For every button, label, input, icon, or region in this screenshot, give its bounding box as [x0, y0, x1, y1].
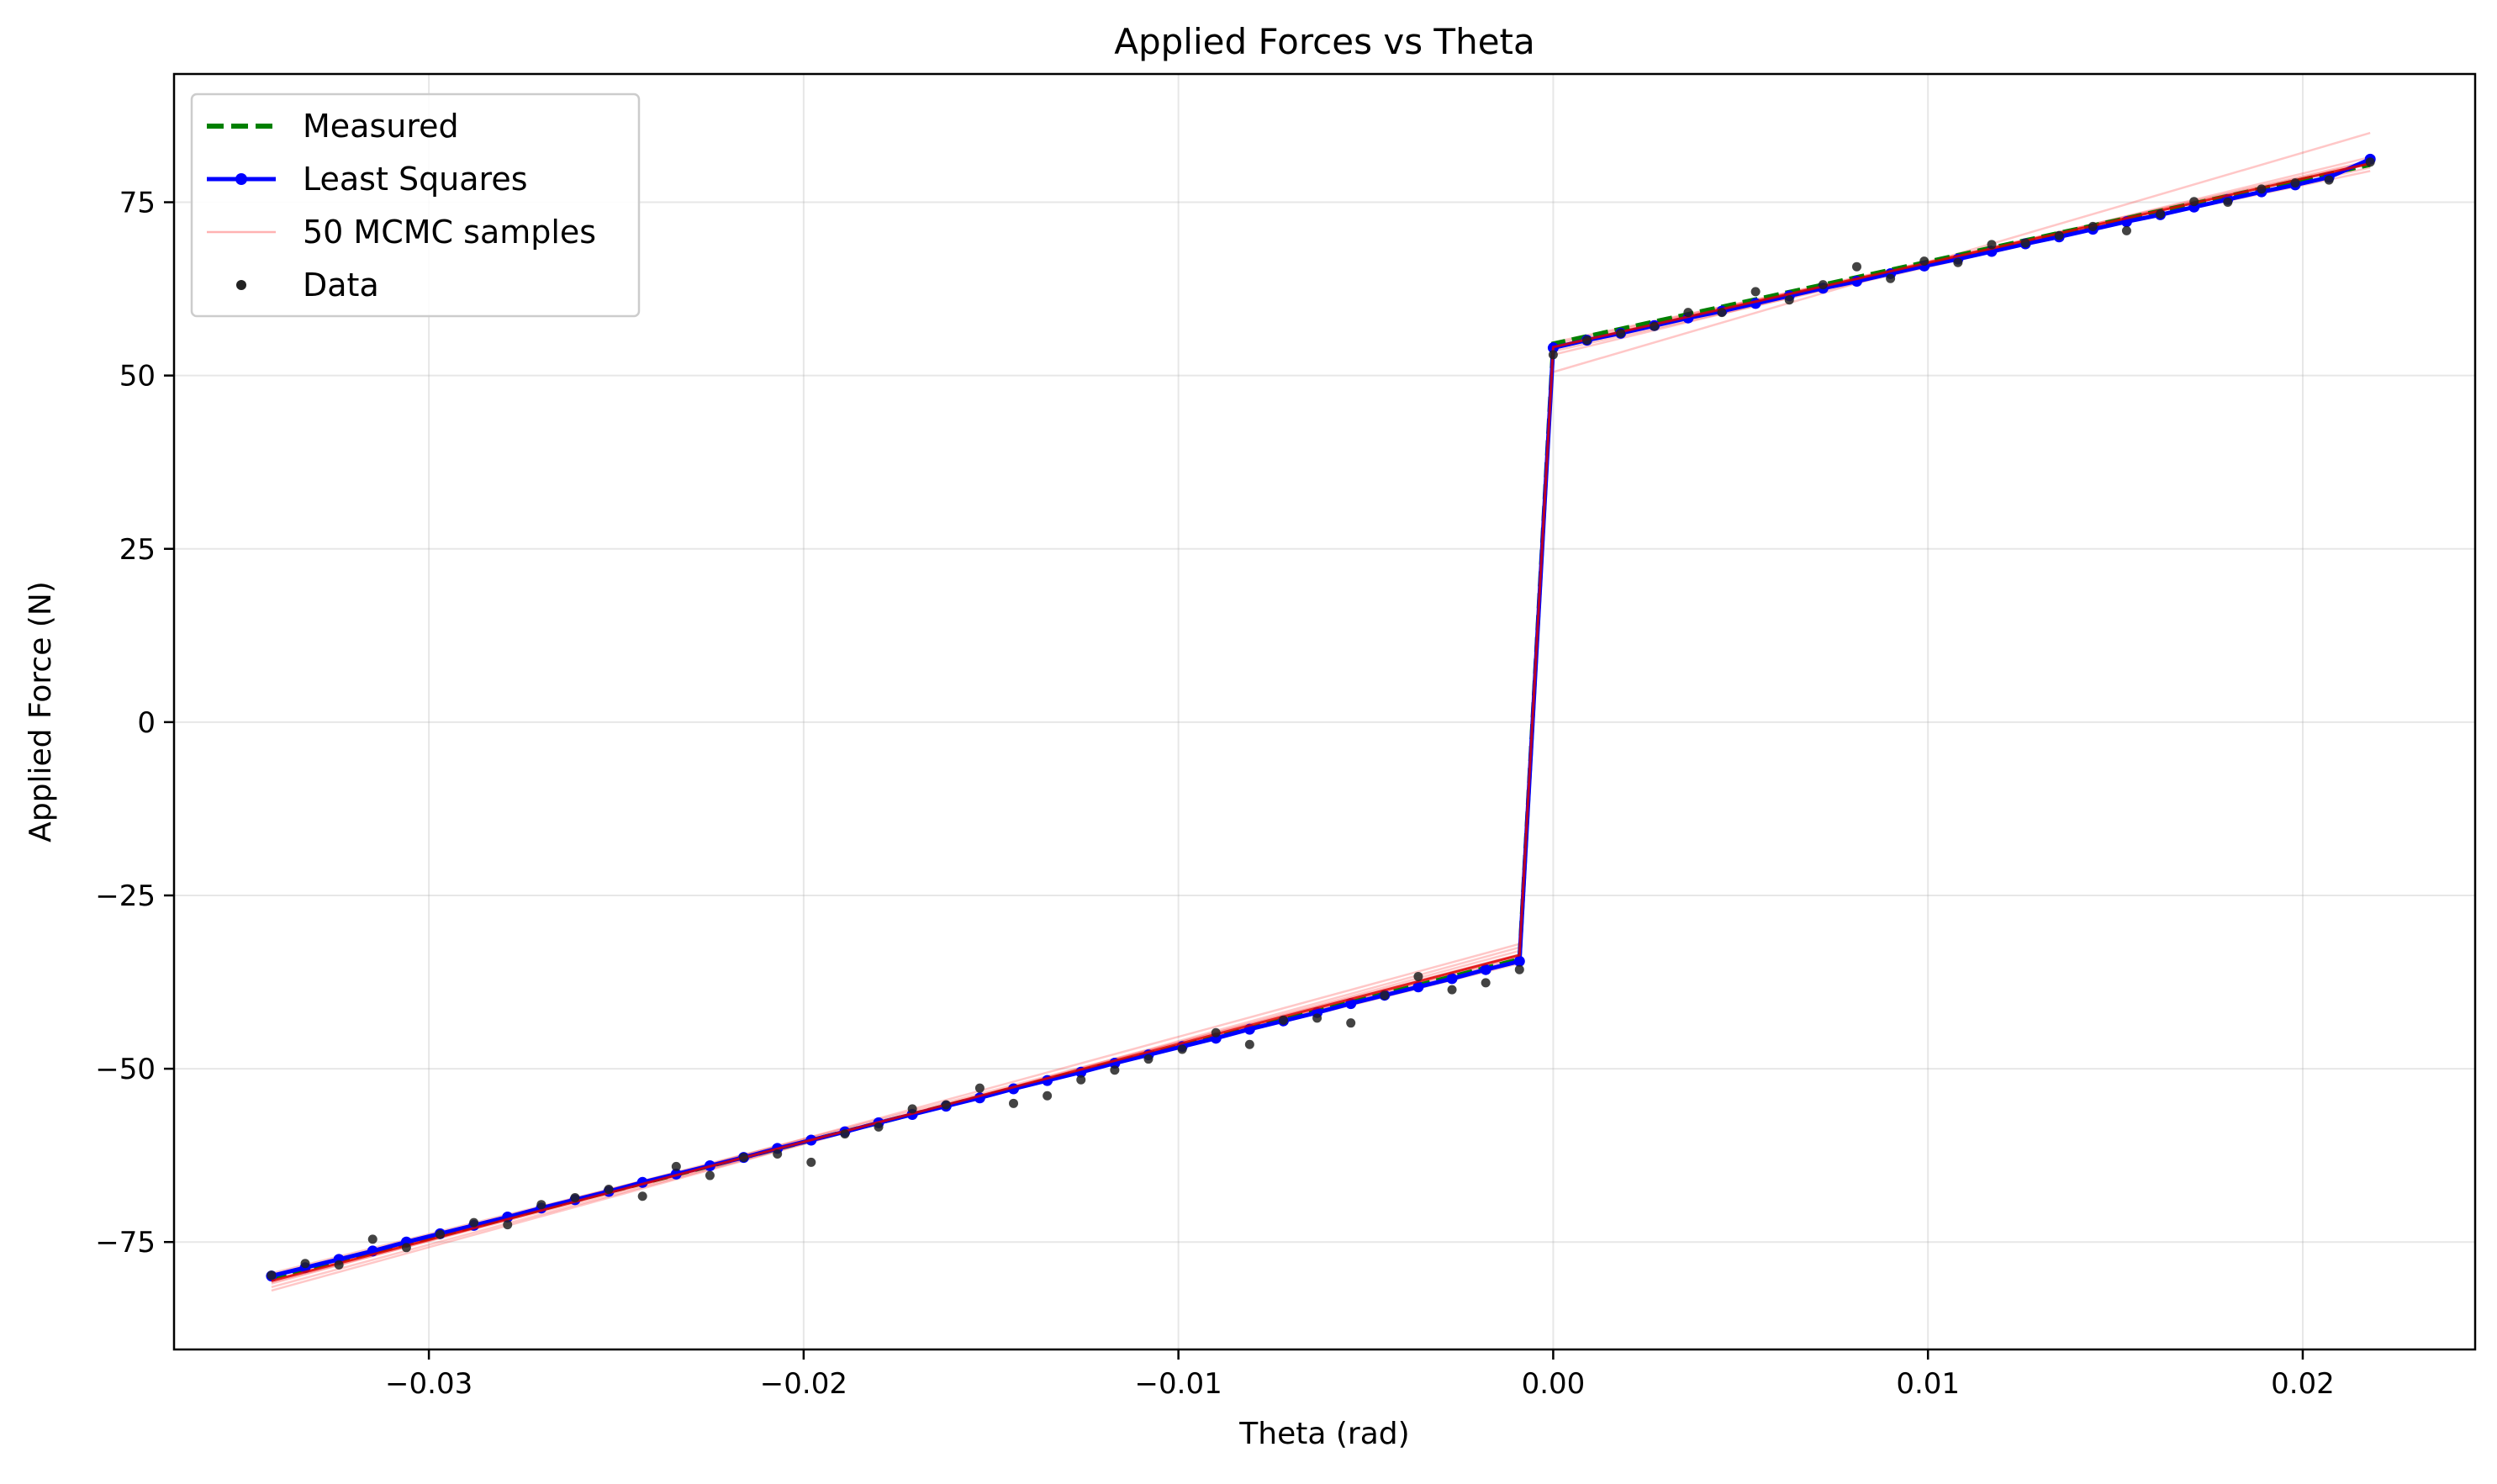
- data-point: [1278, 1015, 1288, 1025]
- data-point: [1009, 1098, 1019, 1108]
- data-point: [1312, 1013, 1322, 1023]
- data-point: [1514, 964, 1524, 974]
- least-squares-point: [1513, 955, 1525, 967]
- data-point: [604, 1185, 614, 1195]
- data-point: [1750, 287, 1761, 297]
- legend-box: [190, 92, 641, 318]
- data-point: [2054, 230, 2064, 240]
- data-point: [267, 1270, 277, 1281]
- chart-title: Applied Forces vs Theta: [1114, 21, 1535, 62]
- x-tick-label: −0.01: [1135, 1367, 1222, 1401]
- x-axis-label: Theta (rad): [1238, 1417, 1409, 1451]
- data-point: [1211, 1027, 1221, 1038]
- y-tick-label: 25: [119, 533, 156, 567]
- data-point: [435, 1229, 445, 1239]
- data-point: [570, 1192, 580, 1202]
- data-point: [1143, 1054, 1153, 1064]
- data-point: [1346, 1018, 1356, 1028]
- data-point: [671, 1161, 681, 1171]
- data-point: [941, 1100, 951, 1110]
- data-point: [1481, 978, 1491, 988]
- data-point: [401, 1243, 411, 1253]
- data-point: [874, 1122, 884, 1132]
- data-point: [1683, 308, 1693, 318]
- axis-ticks: −0.03 −0.02 −0.01 0.00 0.01 0.02 −75 −50 −25 0 25 5…: [95, 187, 2335, 1401]
- data-point: [705, 1170, 715, 1180]
- data-point: [1987, 240, 1997, 250]
- data-point: [1851, 261, 1861, 272]
- legend-least-squares-marker: [235, 173, 247, 185]
- x-tick-label: 0.01: [1896, 1367, 1960, 1401]
- data-point: [1650, 321, 1660, 331]
- plot-data: [266, 131, 2376, 1292]
- data-point: [637, 1191, 647, 1201]
- data-point: [1177, 1044, 1187, 1054]
- data-point: [2156, 209, 2166, 219]
- legend-mcmc-label: 50 MCMC samples: [303, 214, 596, 251]
- y-tick-label: 50: [119, 360, 156, 393]
- data-point: [2020, 238, 2030, 248]
- data-point: [1616, 328, 1626, 338]
- mcmc-sample-line: [271, 161, 2371, 1282]
- y-tick-label: −75: [95, 1226, 156, 1260]
- data-point: [1548, 350, 1558, 360]
- least-squares-point: [1412, 981, 1424, 993]
- y-tick-label: 0: [137, 706, 156, 740]
- y-tick-label: −50: [95, 1053, 156, 1086]
- data-point: [1818, 280, 1828, 290]
- data-point: [1886, 273, 1896, 283]
- data-point: [1110, 1065, 1120, 1075]
- data-point: [1919, 256, 1930, 267]
- data-point: [2324, 175, 2334, 185]
- data-point: [503, 1220, 513, 1230]
- data-point: [2088, 221, 2098, 231]
- y-tick-label: 75: [119, 187, 156, 220]
- data-point: [1953, 257, 1963, 267]
- legend-least-squares-label: Least Squares: [303, 161, 528, 198]
- data-point: [2189, 197, 2199, 207]
- legend-data-label: Data: [303, 267, 379, 304]
- data-point: [1244, 1039, 1254, 1049]
- x-tick-label: −0.03: [385, 1367, 472, 1401]
- least-squares-point: [1446, 973, 1458, 985]
- x-tick-label: 0.02: [2271, 1367, 2335, 1401]
- data-point: [1582, 335, 1592, 346]
- data-point: [840, 1129, 850, 1139]
- y-axis-label: Applied Force (N): [24, 581, 58, 842]
- data-point: [300, 1259, 310, 1269]
- data-point: [536, 1200, 546, 1210]
- data-point: [907, 1104, 917, 1114]
- legend-measured-label: Measured: [303, 108, 459, 145]
- data-point: [1043, 1091, 1053, 1101]
- data-point: [2290, 177, 2300, 187]
- legend-data-marker: [236, 280, 246, 290]
- data-point: [2223, 198, 2233, 208]
- plot-frame: [172, 72, 2477, 1351]
- data-point: [773, 1149, 783, 1159]
- data-point: [739, 1153, 749, 1163]
- data-point: [1076, 1075, 1086, 1085]
- x-tick-label: −0.02: [760, 1367, 847, 1401]
- data-point: [806, 1157, 816, 1167]
- data-point: [2257, 184, 2267, 194]
- data-point: [469, 1217, 479, 1228]
- data-point: [334, 1260, 344, 1270]
- data-point: [974, 1083, 985, 1093]
- grid: [174, 74, 2475, 1349]
- data-point: [1717, 308, 1727, 318]
- data-point: [1413, 971, 1423, 981]
- data-point: [2365, 157, 2375, 167]
- data-point: [1447, 985, 1457, 995]
- least-squares-point: [1480, 964, 1491, 975]
- data-point: [1380, 990, 1390, 1001]
- data-point: [2121, 225, 2131, 235]
- x-tick-label: 0.00: [1522, 1367, 1586, 1401]
- data-point: [1784, 295, 1794, 305]
- legend: Measured Least Squares 50 MCMC samples D…: [190, 92, 641, 318]
- data-point: [367, 1234, 377, 1244]
- y-tick-label: −25: [95, 879, 156, 913]
